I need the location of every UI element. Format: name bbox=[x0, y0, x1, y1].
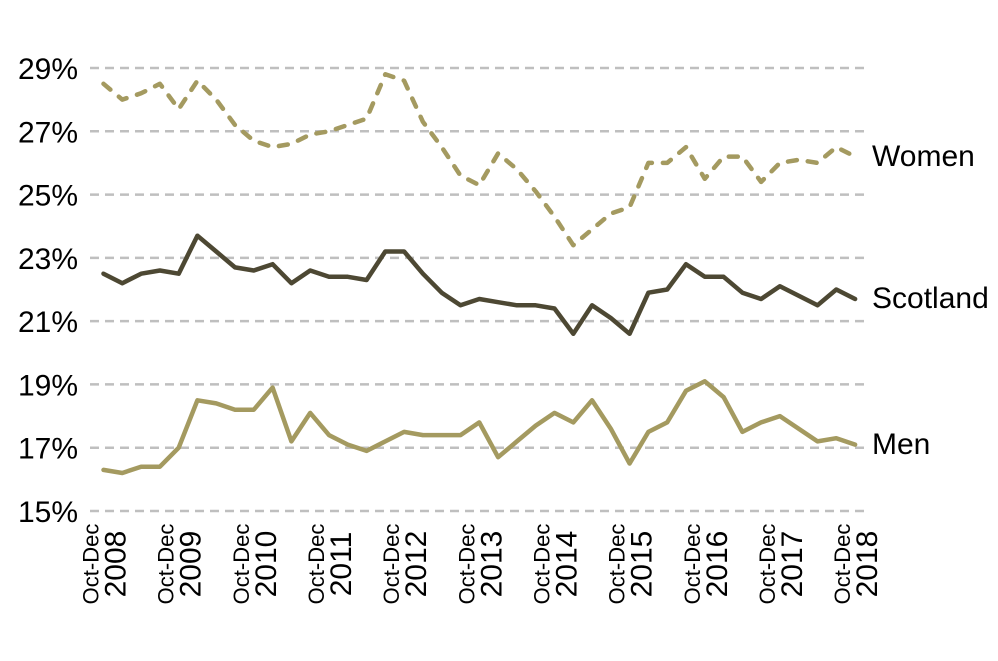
series-line-men bbox=[101, 379, 858, 476]
x-axis-tick-year: 2008 bbox=[100, 531, 133, 598]
series-line-women bbox=[101, 72, 858, 248]
x-axis-tick-period: Oct-Dec bbox=[454, 524, 479, 605]
x-axis-tick-year: 2018 bbox=[851, 531, 884, 598]
series-label-scotland: Scotland bbox=[872, 282, 989, 315]
x-axis-tick-year: 2011 bbox=[325, 532, 358, 597]
y-axis-tick-label: 27% bbox=[18, 116, 78, 149]
y-axis-tick-label: 15% bbox=[18, 496, 78, 529]
y-axis-tick-label: 21% bbox=[18, 306, 78, 339]
x-axis-tick-period: Oct-Dec bbox=[755, 524, 780, 605]
x-axis-tick-period: Oct-Dec bbox=[680, 524, 705, 605]
x-axis-tick-period: Oct-Dec bbox=[379, 524, 404, 605]
x-axis-tick-period: Oct-Dec bbox=[229, 524, 254, 605]
y-axis-tick-label: 17% bbox=[18, 433, 78, 466]
x-axis-tick-period: Oct-Dec bbox=[830, 524, 855, 605]
x-axis-tick-period: Oct-Dec bbox=[79, 524, 104, 605]
x-axis-tick-period: Oct-Dec bbox=[529, 524, 554, 605]
series-line-scotland bbox=[101, 233, 858, 337]
y-axis-tick-label: 25% bbox=[18, 180, 78, 213]
x-axis-tick-year: 2017 bbox=[776, 531, 809, 598]
y-axis-tick-label: 29% bbox=[18, 53, 78, 86]
y-axis-tick-label: 23% bbox=[18, 243, 78, 276]
x-axis-tick-year: 2014 bbox=[550, 531, 583, 598]
series-label-men: Men bbox=[872, 428, 931, 461]
x-axis-tick-period: Oct-Dec bbox=[154, 524, 179, 605]
series-label-women: Women bbox=[872, 140, 975, 173]
x-axis-tick-year: 2015 bbox=[626, 531, 659, 598]
x-axis-tick-year: 2012 bbox=[400, 531, 433, 598]
x-axis-tick-year: 2016 bbox=[701, 531, 734, 598]
x-axis-tick-year: 2009 bbox=[175, 531, 208, 598]
x-axis-tick-year: 2010 bbox=[250, 531, 283, 598]
y-axis-tick-label: 19% bbox=[18, 369, 78, 402]
x-axis-tick-period: Oct-Dec bbox=[605, 524, 630, 605]
x-axis-tick-period: Oct-Dec bbox=[304, 524, 329, 605]
x-axis-tick-year: 2013 bbox=[475, 531, 508, 598]
